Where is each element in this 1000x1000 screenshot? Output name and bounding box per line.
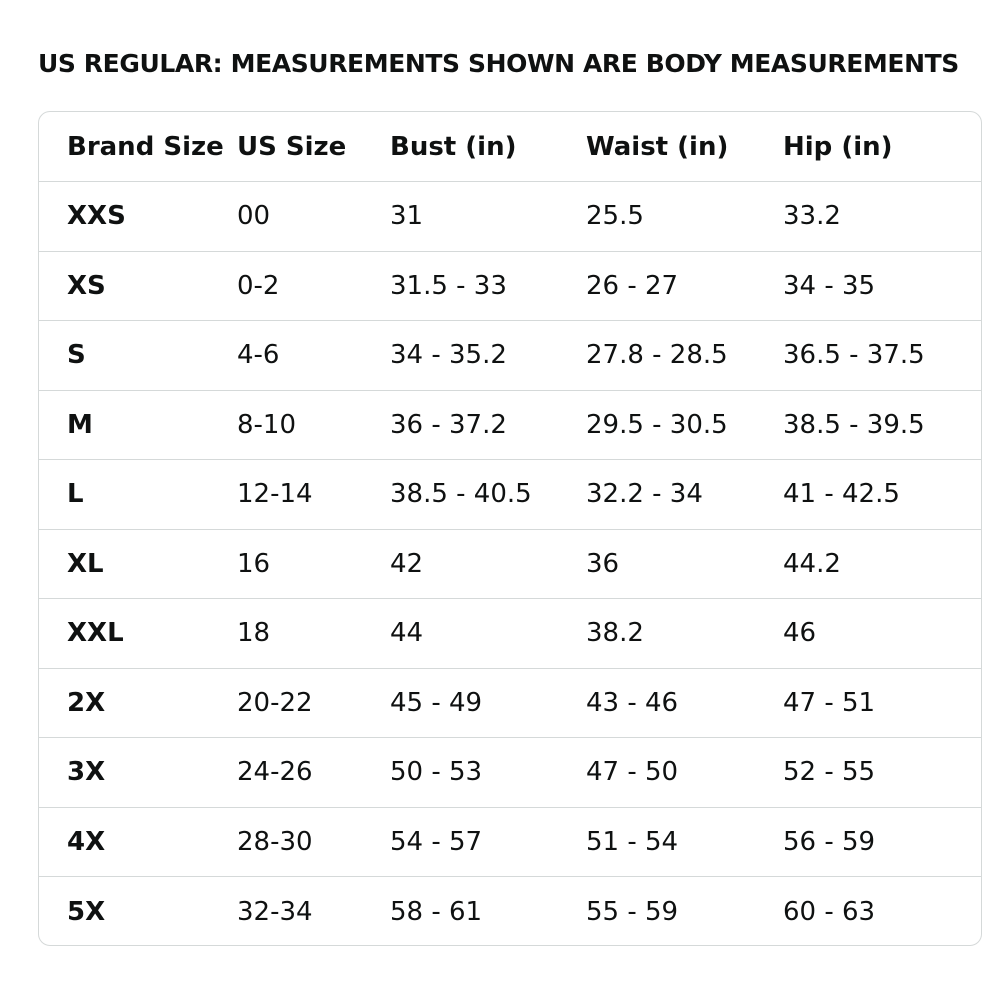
page-title: US REGULAR: MEASUREMENTS SHOWN ARE BODY … [38,49,959,78]
cell-bust: 42 [390,529,586,599]
column-header-brand-size: Brand Size [39,112,237,182]
table-row: XXS 00 31 25.5 33.2 [39,181,981,252]
cell-waist: 36 [586,529,783,599]
cell-brand-size: 2X [39,668,237,738]
cell-brand-size: XXS [39,181,237,252]
cell-waist: 51 - 54 [586,807,783,877]
cell-waist: 26 - 27 [586,251,783,321]
cell-us-size: 32-34 [237,896,313,927]
cell-bust: 50 - 53 [390,737,586,808]
cell-waist: 32.2 - 34 [586,459,783,530]
table-row: L 12-14 38.5 - 40.5 32.2 - 34 41 - 42.5 [39,459,981,530]
cell-hip: 60 - 63 [783,896,876,927]
cell-waist: 25.5 [586,181,783,252]
table-row: 3X 24-26 50 - 53 47 - 50 52 - 55 [39,737,981,808]
cell-bust: 31 [390,181,586,252]
column-header-us-size: US Size [237,112,390,182]
cell-brand-size: XL [39,529,237,599]
cell-waist: 47 - 50 [586,737,783,808]
cell-hip: 33.2 [783,181,981,252]
cell-hip: 44.2 [783,529,981,599]
cell-us-size: 28-30 [237,807,390,877]
table-row: M 8-10 36 - 37.2 29.5 - 30.5 38.5 - 39.5 [39,390,981,460]
table-row: XXL 18 44 38.2 46 [39,598,981,669]
size-chart-table-container: Brand Size US Size Bust (in) Waist (in) … [38,111,982,946]
table-row: 2X 20-22 45 - 49 43 - 46 47 - 51 [39,668,981,738]
cell-us-size: 4-6 [237,320,390,391]
table-row: XS 0-2 31.5 - 33 26 - 27 34 - 35 [39,251,981,321]
cell-waist: 27.8 - 28.5 [586,320,783,391]
cell-hip: 56 - 59 [783,807,981,877]
cell-bust: 34 - 35.2 [390,320,586,391]
cell-brand-size: 5X [67,896,106,927]
cell-hip: 47 - 51 [783,668,981,738]
column-header-bust: Bust (in) [390,112,586,182]
cell-hip: 34 - 35 [783,251,981,321]
cell-hip: 46 [783,598,981,669]
cell-us-size: 24-26 [237,737,390,808]
cell-brand-size: L [39,459,237,530]
cell-bust: 45 - 49 [390,668,586,738]
table-row: 4X 28-30 54 - 57 51 - 54 56 - 59 [39,807,981,877]
cell-brand-size: S [39,320,237,391]
cell-us-size: 18 [237,598,390,669]
column-header-hip: Hip (in) [783,112,981,182]
cell-bust: 38.5 - 40.5 [390,459,586,530]
cell-hip: 52 - 55 [783,737,981,808]
cell-us-size: 8-10 [237,390,390,460]
table-row: S 4-6 34 - 35.2 27.8 - 28.5 36.5 - 37.5 [39,320,981,391]
cell-waist: 55 - 59 [586,896,679,927]
cell-us-size: 12-14 [237,459,390,530]
cell-waist: 38.2 [586,598,783,669]
column-header-waist: Waist (in) [586,112,783,182]
cell-us-size: 0-2 [237,251,390,321]
cell-bust: 31.5 - 33 [390,251,586,321]
cell-bust: 44 [390,598,586,669]
cell-bust: 36 - 37.2 [390,390,586,460]
cell-brand-size: XS [39,251,237,321]
size-chart-table: Brand Size US Size Bust (in) Waist (in) … [39,112,981,946]
table-header: Brand Size US Size Bust (in) Waist (in) … [39,112,981,182]
cell-brand-size: M [39,390,237,460]
cell-bust: 54 - 57 [390,807,586,877]
cell-waist: 43 - 46 [586,668,783,738]
cell-bust: 58 - 61 [390,896,483,927]
cell-us-size: 00 [237,181,390,252]
table-row: XL 16 42 36 44.2 [39,529,981,599]
cell-waist: 29.5 - 30.5 [586,390,783,460]
table-header-row: Brand Size US Size Bust (in) Waist (in) … [39,112,981,182]
cell-hip: 41 - 42.5 [783,459,981,530]
cell-brand-size: 4X [39,807,237,877]
cell-brand-size: 3X [39,737,237,808]
cell-hip: 36.5 - 37.5 [783,320,981,391]
cell-brand-size: XXL [39,598,237,669]
cell-hip: 38.5 - 39.5 [783,390,981,460]
cell-us-size: 16 [237,529,390,599]
table-body: XXS 00 31 25.5 33.2 XS 0-2 31.5 - 33 26 - 27 34 -… [39,181,981,946]
cell-us-size: 20-22 [237,668,390,738]
table-row: 5X 32-34 58 - 61 55 - 59 60 - 63 [39,877,981,946]
